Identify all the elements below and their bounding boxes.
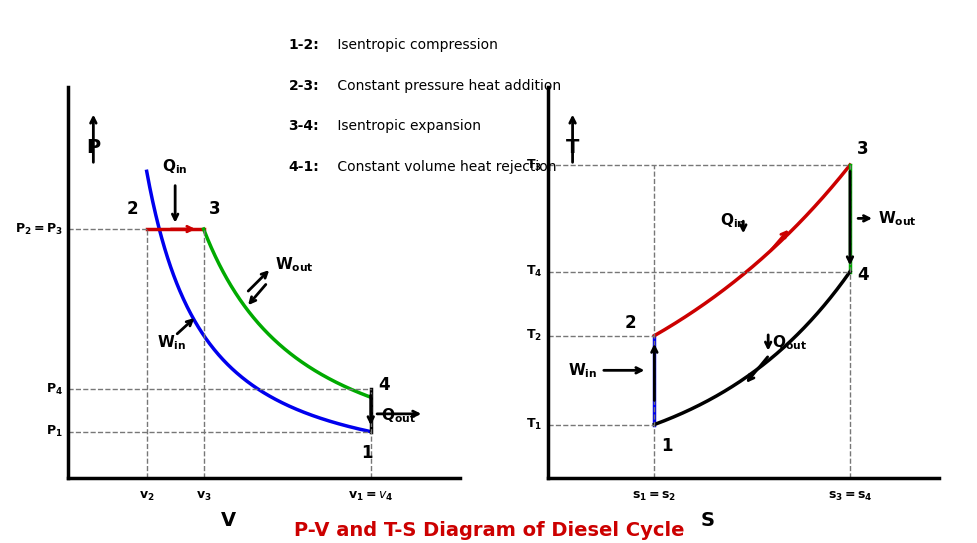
Text: $\mathbf{s_1 = s_2}$: $\mathbf{s_1 = s_2}$	[631, 490, 676, 503]
Text: 3: 3	[856, 140, 868, 158]
Text: 2-3:: 2-3:	[288, 79, 319, 93]
Text: 3: 3	[209, 200, 221, 218]
Text: P: P	[86, 138, 101, 157]
Text: $\mathbf{Q_{in}}$: $\mathbf{Q_{in}}$	[719, 211, 744, 230]
Text: $\mathbf{v_1 = \mathit{v}_4}$: $\mathbf{v_1 = \mathit{v}_4}$	[348, 490, 393, 503]
Text: $\mathbf{W_{in}}$: $\mathbf{W_{in}}$	[568, 361, 597, 380]
Text: $\mathbf{P_2 = P_3}$: $\mathbf{P_2 = P_3}$	[16, 222, 64, 237]
Text: 4-1:: 4-1:	[288, 160, 319, 174]
Text: 1: 1	[361, 444, 372, 462]
Text: 2: 2	[126, 200, 138, 218]
Text: $\mathbf{P_4}$: $\mathbf{P_4}$	[46, 381, 64, 396]
Text: 1: 1	[660, 437, 672, 455]
Text: Constant volume heat rejection: Constant volume heat rejection	[332, 160, 556, 174]
Text: Constant pressure heat addition: Constant pressure heat addition	[332, 79, 560, 93]
Text: 3-4:: 3-4:	[288, 119, 319, 134]
Text: $\mathbf{Q_{out}}$: $\mathbf{Q_{out}}$	[771, 333, 806, 352]
Text: V: V	[221, 511, 235, 530]
Text: Isentropic compression: Isentropic compression	[332, 38, 497, 52]
Text: $\mathbf{T_4}$: $\mathbf{T_4}$	[526, 264, 542, 279]
Text: $\mathbf{Q_{out}}$: $\mathbf{Q_{out}}$	[381, 406, 416, 425]
Text: S: S	[700, 511, 714, 530]
Text: P-V and T-S Diagram of Diesel Cycle: P-V and T-S Diagram of Diesel Cycle	[293, 521, 684, 540]
Text: $\mathbf{v_2}$: $\mathbf{v_2}$	[139, 490, 154, 503]
Text: 1-2:: 1-2:	[288, 38, 319, 52]
Text: $\mathbf{T_2}$: $\mathbf{T_2}$	[526, 328, 542, 343]
Text: T: T	[566, 138, 578, 157]
Text: 4: 4	[856, 266, 868, 284]
Text: 4: 4	[377, 376, 389, 394]
Text: $\mathbf{T_3}$: $\mathbf{T_3}$	[526, 157, 542, 173]
Text: $\mathbf{W_{out}}$: $\mathbf{W_{out}}$	[275, 255, 314, 274]
Text: $\mathbf{v_3}$: $\mathbf{v_3}$	[195, 490, 211, 503]
Text: $\mathbf{W_{out}}$: $\mathbf{W_{out}}$	[877, 209, 916, 228]
Text: $\mathbf{T_1}$: $\mathbf{T_1}$	[526, 417, 542, 432]
Text: 2: 2	[624, 314, 636, 332]
Text: $\mathbf{Q_{in}}$: $\mathbf{Q_{in}}$	[162, 157, 188, 176]
Text: Isentropic expansion: Isentropic expansion	[332, 119, 480, 134]
Text: $\mathbf{W_{in}}$: $\mathbf{W_{in}}$	[157, 333, 187, 352]
Text: $\mathbf{P_1}$: $\mathbf{P_1}$	[46, 424, 64, 439]
Text: $\mathbf{s_3 = s_4}$: $\mathbf{s_3 = s_4}$	[827, 490, 871, 503]
